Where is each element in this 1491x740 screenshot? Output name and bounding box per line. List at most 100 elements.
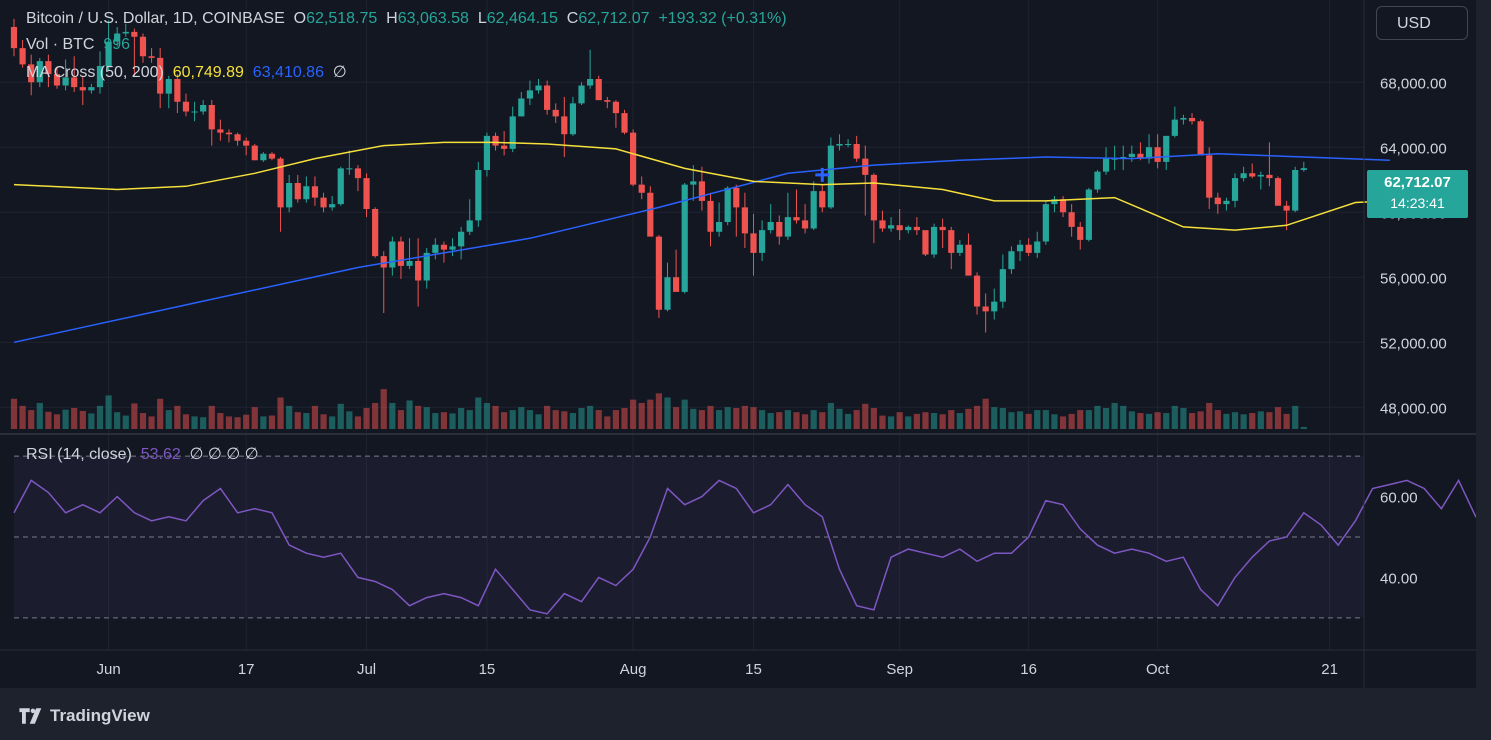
volume-bar xyxy=(965,408,972,429)
volume-bar xyxy=(131,403,138,429)
candle-body xyxy=(1231,178,1239,201)
volume-bar xyxy=(1231,412,1239,429)
volume-bar xyxy=(208,405,215,429)
candle-body xyxy=(389,241,396,268)
candle-body xyxy=(10,27,18,49)
candle-body xyxy=(217,129,224,133)
candle-body xyxy=(1085,189,1092,240)
ma-label: MA Cross (50, 200) xyxy=(26,64,164,81)
volume-legend[interactable]: Vol · BTC 996 xyxy=(26,36,130,54)
volume-bar xyxy=(354,416,362,429)
price-tick-label: 56,000.00 xyxy=(1380,270,1447,287)
candle-body xyxy=(62,77,69,86)
volume-bar xyxy=(71,408,78,429)
candle-body xyxy=(1223,200,1230,205)
candle-body xyxy=(311,186,319,198)
volume-bar xyxy=(1197,411,1204,429)
low-value: 62,464.15 xyxy=(486,10,558,27)
candle-body xyxy=(1102,158,1110,172)
volume-bar xyxy=(690,408,697,429)
candle-body xyxy=(552,109,559,117)
volume-bar xyxy=(604,416,611,429)
candle-body xyxy=(139,36,147,57)
candle-body xyxy=(544,85,551,110)
ma-extra: ∅ xyxy=(332,64,347,81)
volume-bar xyxy=(45,411,52,429)
candle-body xyxy=(922,230,929,255)
rsi-path xyxy=(13,478,1476,615)
candle-body xyxy=(784,217,791,237)
volume-bar xyxy=(458,408,465,429)
candle-body xyxy=(432,244,439,253)
candle-body xyxy=(501,145,508,149)
volume-bar xyxy=(268,415,276,429)
open-value: 62,518.75 xyxy=(306,10,378,27)
candle-body xyxy=(1051,199,1058,205)
ma200-value: 63,410.86 xyxy=(252,64,324,81)
volume-label: Vol · BTC xyxy=(26,36,95,53)
volume-bar xyxy=(1206,402,1213,429)
volume-bar xyxy=(294,412,301,429)
candle-body xyxy=(801,220,809,229)
candle-body xyxy=(1059,199,1067,213)
tradingview-branding[interactable]: TradingView xyxy=(16,704,150,728)
candle-body xyxy=(320,197,327,208)
volume-bar xyxy=(174,405,181,429)
chart-frame[interactable]: 68,000.0064,000.0060,000.0056,000.0052,0… xyxy=(0,0,1476,688)
candle-body xyxy=(647,192,654,237)
volume-bar xyxy=(449,413,456,429)
volume-bar xyxy=(999,408,1006,429)
candle-body xyxy=(638,184,645,193)
candle-body xyxy=(1068,212,1075,227)
rsi-extra: ∅ ∅ ∅ ∅ xyxy=(189,446,259,463)
volume-bar xyxy=(561,411,568,429)
time-tick-label: 16 xyxy=(1020,661,1037,678)
volume-bar xyxy=(28,410,35,429)
volume-bar xyxy=(647,399,654,429)
candle-body xyxy=(1274,178,1282,206)
volume-bar xyxy=(1059,416,1067,429)
volume-bar xyxy=(1042,410,1049,429)
volume-bar xyxy=(243,414,250,429)
volume-bar xyxy=(165,410,172,429)
candle-body xyxy=(1154,147,1161,162)
volume-bar xyxy=(1188,413,1196,429)
time-tick-label: Aug xyxy=(620,661,647,678)
volume-bar xyxy=(53,414,61,429)
candle-body xyxy=(1188,118,1196,122)
candle-body xyxy=(1214,197,1221,205)
candle-body xyxy=(673,277,680,292)
volume-bar xyxy=(1171,405,1178,429)
candle-body xyxy=(466,220,473,232)
candle-body xyxy=(905,226,912,231)
candle-body xyxy=(1180,118,1187,120)
symbol-legend: Bitcoin / U.S. Dollar, 1D, COINBASE O62,… xyxy=(26,10,787,28)
volume-bar xyxy=(19,405,26,429)
candle-body xyxy=(526,90,534,99)
candle-body xyxy=(535,85,542,91)
ma-legend[interactable]: MA Cross (50, 200) 60,749.89 63,410.86 ∅ xyxy=(26,62,347,82)
volume-bar xyxy=(587,405,594,429)
price-tick-label: 68,000.00 xyxy=(1380,75,1447,92)
volume-bar xyxy=(1240,414,1247,429)
candle-body xyxy=(191,111,198,113)
candle-body xyxy=(363,178,370,209)
candle-body xyxy=(956,244,963,253)
candle-body xyxy=(862,158,869,175)
candle-body xyxy=(991,301,998,312)
volume-bar xyxy=(217,413,224,429)
ma-lines xyxy=(13,141,1390,344)
price-tag-countdown: 14:23:41 xyxy=(1390,195,1445,211)
volume-bar xyxy=(750,407,757,429)
currency-button[interactable]: USD xyxy=(1376,6,1468,40)
time-tick-label: 15 xyxy=(745,661,762,678)
chart-svg[interactable]: 68,000.0064,000.0060,000.0056,000.0052,0… xyxy=(0,0,1476,688)
candlesticks xyxy=(10,18,1307,333)
candle-body xyxy=(483,135,491,170)
rsi-legend[interactable]: RSI (14, close) 53.62 ∅ ∅ ∅ ∅ xyxy=(26,444,259,464)
price-tag: 62,712.07 14:23:41 xyxy=(1367,170,1468,218)
volume-bar xyxy=(79,410,86,429)
candle-body xyxy=(36,61,43,83)
candle-body xyxy=(449,246,456,250)
time-tick-label: 15 xyxy=(479,661,496,678)
